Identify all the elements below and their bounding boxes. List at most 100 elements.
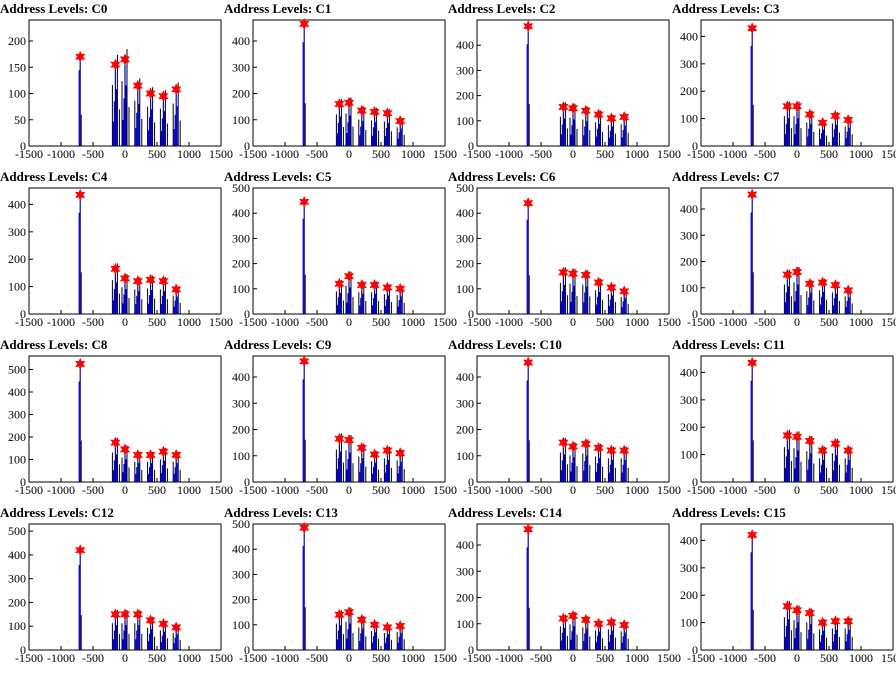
x-tick-label: -1500 bbox=[687, 315, 715, 329]
y-tick-label: 0 bbox=[468, 643, 474, 657]
y-tick-label: 400 bbox=[456, 38, 474, 52]
y-tick-label: 200 bbox=[8, 34, 26, 48]
peak-marker bbox=[132, 448, 144, 462]
peak-marker bbox=[593, 441, 604, 454]
x-tick-label: 500 bbox=[596, 483, 614, 497]
peak-marker bbox=[356, 104, 368, 117]
x-tick-label: 500 bbox=[148, 315, 166, 329]
y-tick-label: 100 bbox=[232, 282, 250, 296]
peak-marker bbox=[334, 97, 345, 111]
chart-svg: Address Levels: C3 0 100 200 300 400 -1500 -100… bbox=[672, 1, 896, 161]
y-tick-label: 100 bbox=[8, 619, 26, 633]
peak-marker bbox=[158, 445, 169, 458]
chart-svg: Address Levels: C13 0 100 200 300 400 500 -1500… bbox=[224, 505, 457, 665]
x-tick-label: -1000 bbox=[719, 651, 747, 665]
y-tick-label: 300 bbox=[8, 225, 26, 239]
y-tick-label: 200 bbox=[456, 423, 474, 437]
y-tick-label: 500 bbox=[8, 363, 26, 377]
y-tick-label: 400 bbox=[680, 202, 698, 216]
x-tick-label: 500 bbox=[820, 483, 838, 497]
peak-marker bbox=[618, 285, 630, 298]
y-tick-label: 300 bbox=[232, 396, 250, 410]
x-tick-label: -500 bbox=[754, 483, 776, 497]
chart-panel: Address Levels: C3 0 100 200 300 400 -1500 -100… bbox=[672, 0, 896, 171]
peak-marker bbox=[618, 110, 630, 124]
peak-marker bbox=[830, 109, 841, 122]
x-tick-label: 500 bbox=[148, 651, 166, 665]
x-tick-label: -1000 bbox=[271, 315, 299, 329]
peak-marker bbox=[119, 608, 131, 621]
y-tick-label: 0 bbox=[468, 139, 474, 153]
y-tick-label: 200 bbox=[680, 588, 698, 602]
peak-marker bbox=[298, 355, 310, 368]
peak-marker bbox=[158, 617, 169, 630]
y-tick-label: 300 bbox=[232, 60, 250, 74]
peak-marker bbox=[804, 108, 816, 121]
peak-marker bbox=[580, 268, 592, 282]
peak-marker bbox=[356, 441, 368, 454]
x-tick-label: -1500 bbox=[15, 483, 43, 497]
peak-marker bbox=[580, 613, 592, 626]
x-tick-label: 500 bbox=[148, 483, 166, 497]
chart-svg: Address Levels: C12 0 100 200 300 400 500 -1500… bbox=[0, 505, 233, 665]
x-tick-label: 1500 bbox=[433, 483, 457, 497]
y-tick-label: 0 bbox=[244, 307, 250, 321]
y-tick-label: 400 bbox=[456, 206, 474, 220]
x-tick-label: -1000 bbox=[271, 147, 299, 161]
peak-marker bbox=[343, 96, 355, 109]
x-tick-label: 1000 bbox=[401, 147, 425, 161]
x-tick-label: 1000 bbox=[177, 651, 201, 665]
chart-title: Address Levels: C1 bbox=[224, 1, 331, 16]
chart-panel: Address Levels: C6 0 100 200 300 400 500 -1500-… bbox=[448, 168, 700, 339]
chart-title: Address Levels: C7 bbox=[672, 169, 780, 184]
x-tick-label: 0 bbox=[570, 651, 576, 665]
x-tick-label: -1500 bbox=[463, 483, 491, 497]
x-tick-label: 0 bbox=[122, 651, 128, 665]
chart-title: Address Levels: C8 bbox=[0, 337, 108, 352]
chart-panel: Address Levels: C15 0 100 200 300 400 -1500 -10… bbox=[672, 504, 896, 675]
x-tick-label: -1000 bbox=[495, 651, 523, 665]
x-tick-label: 1000 bbox=[849, 483, 873, 497]
chart-title: Address Levels: C13 bbox=[224, 505, 338, 520]
x-tick-label: 1500 bbox=[209, 483, 233, 497]
x-tick-label: 1500 bbox=[657, 651, 681, 665]
peak-marker bbox=[382, 621, 393, 634]
peak-marker bbox=[343, 433, 355, 447]
y-tick-label: 300 bbox=[456, 564, 474, 578]
peak-marker bbox=[132, 608, 144, 621]
y-tick-label: 0 bbox=[468, 307, 474, 321]
peak-marker bbox=[343, 606, 355, 619]
y-tick-label: 100 bbox=[232, 449, 250, 463]
peak-marker bbox=[567, 267, 579, 280]
peak-marker bbox=[110, 436, 121, 449]
x-tick-label: -500 bbox=[82, 147, 104, 161]
y-tick-label: 100 bbox=[680, 616, 698, 630]
x-tick-label: -1500 bbox=[463, 147, 491, 161]
x-tick-label: -500 bbox=[530, 147, 552, 161]
y-tick-label: 300 bbox=[232, 231, 250, 245]
y-tick-label: 200 bbox=[456, 89, 474, 103]
x-tick-label: -500 bbox=[306, 315, 328, 329]
y-tick-label: 100 bbox=[456, 449, 474, 463]
peak-marker bbox=[522, 356, 534, 369]
chart-panel: Address Levels: C0 0 50 100 150 200 -1500 -1000… bbox=[0, 0, 252, 171]
x-tick-label: 1000 bbox=[849, 147, 873, 161]
y-tick-label: 0 bbox=[244, 643, 250, 657]
chart-panel: Address Levels: C11 0 100 200 300 400 -1500 -10… bbox=[672, 336, 896, 507]
x-tick-label: -500 bbox=[530, 315, 552, 329]
chart-svg: Address Levels: C1 0 100 200 300 400 -1500 -100… bbox=[224, 1, 457, 161]
peak-marker bbox=[842, 113, 854, 127]
peak-marker bbox=[817, 444, 828, 457]
y-tick-label: 100 bbox=[456, 114, 474, 128]
y-tick-label: 100 bbox=[680, 281, 698, 295]
x-tick-label: 1000 bbox=[625, 651, 649, 665]
chart-svg: Address Levels: C4 0 100 200 300 400 -1500 -100… bbox=[0, 169, 233, 329]
y-tick-label: 0 bbox=[20, 307, 26, 321]
chart-panel: Address Levels: C1 0 100 200 300 400 -1500 -100… bbox=[224, 0, 476, 171]
peak-marker bbox=[558, 100, 569, 114]
y-tick-label: 200 bbox=[680, 255, 698, 269]
y-tick-label: 0 bbox=[20, 475, 26, 489]
x-tick-label: -1500 bbox=[239, 483, 267, 497]
peak-marker bbox=[746, 188, 758, 201]
peak-marker bbox=[522, 523, 534, 536]
